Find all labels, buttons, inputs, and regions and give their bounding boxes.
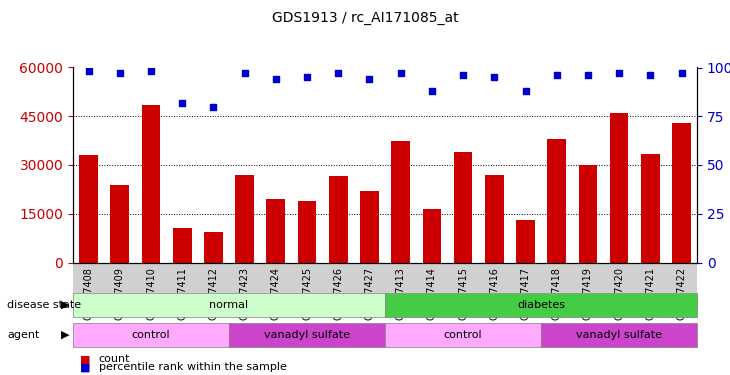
Bar <box>110 184 129 262</box>
Bar <box>641 154 660 262</box>
Point <box>82 68 94 74</box>
Text: vanadyl sulfate: vanadyl sulfate <box>576 330 662 340</box>
Point <box>488 74 500 80</box>
Text: ▶: ▶ <box>61 300 69 310</box>
Point <box>145 68 157 74</box>
Text: control: control <box>444 330 483 340</box>
Point <box>177 100 188 106</box>
Point <box>270 76 282 82</box>
Bar <box>391 141 410 262</box>
Text: percentile rank within the sample: percentile rank within the sample <box>99 363 286 372</box>
Bar <box>298 201 316 262</box>
Point <box>645 72 656 78</box>
Bar <box>579 165 597 262</box>
Point <box>582 72 593 78</box>
Point <box>457 72 469 78</box>
Text: agent: agent <box>7 330 39 340</box>
Bar <box>454 152 472 262</box>
Point <box>520 88 531 94</box>
Bar <box>548 139 566 262</box>
Point <box>676 70 688 76</box>
Text: GDS1913 / rc_AI171085_at: GDS1913 / rc_AI171085_at <box>272 11 458 25</box>
Bar <box>329 176 347 262</box>
Bar <box>485 175 504 262</box>
Bar <box>235 175 254 262</box>
Text: count: count <box>99 354 130 364</box>
Text: control: control <box>131 330 170 340</box>
Point <box>613 70 625 76</box>
Bar <box>610 113 629 262</box>
Point <box>207 104 219 110</box>
Bar <box>142 105 161 262</box>
Bar <box>173 228 191 262</box>
Bar <box>516 220 535 262</box>
Bar <box>423 209 441 262</box>
Point <box>239 70 250 76</box>
Point <box>332 70 344 76</box>
Text: vanadyl sulfate: vanadyl sulfate <box>264 330 350 340</box>
Bar <box>80 155 98 262</box>
Point <box>364 76 375 82</box>
Point <box>426 88 438 94</box>
Text: ■: ■ <box>80 363 91 372</box>
Text: normal: normal <box>210 300 249 310</box>
Text: disease state: disease state <box>7 300 82 310</box>
Bar <box>360 191 379 262</box>
Bar <box>672 123 691 262</box>
Text: ▶: ▶ <box>61 330 69 340</box>
Text: ■: ■ <box>80 354 91 364</box>
Point <box>301 74 313 80</box>
Text: diabetes: diabetes <box>517 300 565 310</box>
Point <box>551 72 563 78</box>
Point <box>114 70 126 76</box>
Bar <box>266 199 285 262</box>
Bar <box>204 232 223 262</box>
Point <box>395 70 407 76</box>
